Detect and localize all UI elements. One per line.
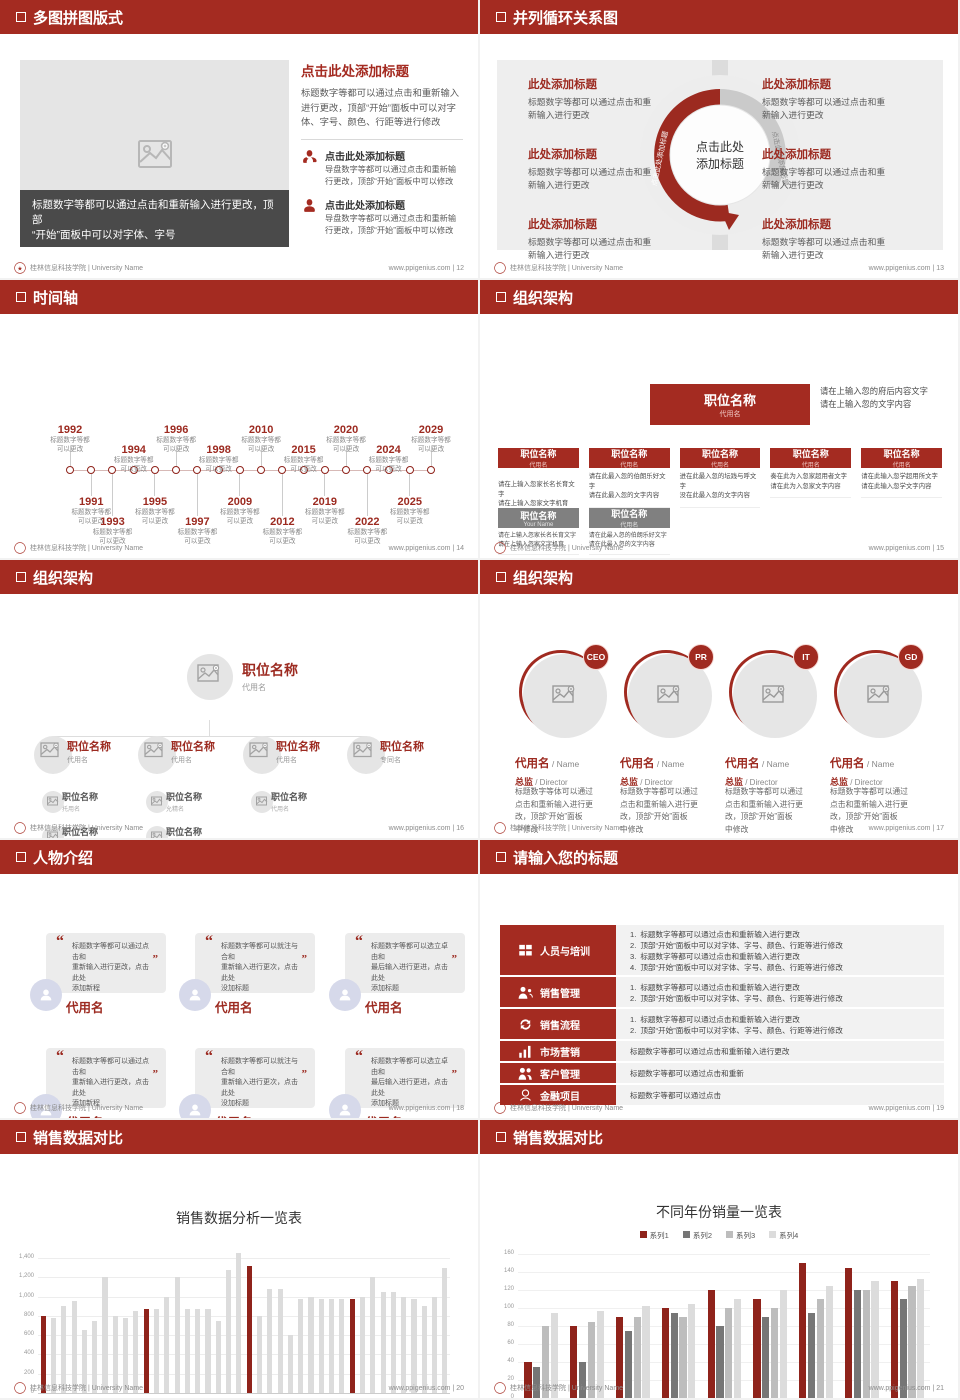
svg-text:★: ★ <box>17 265 22 272</box>
svg-text:添加标题: 添加标题 <box>696 157 744 171</box>
svg-text:点击此处: 点击此处 <box>696 140 744 154</box>
